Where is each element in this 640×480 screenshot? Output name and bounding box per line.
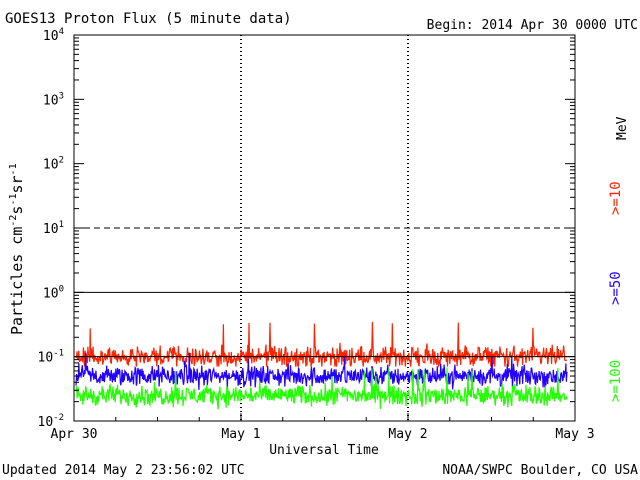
y-unit-exp-2: -1 [8,194,19,206]
x-tick-label: May 3 [555,427,594,442]
y-tick-label: 10-1 [38,349,65,366]
series-line-1 [75,352,568,390]
y-tick-label: 10-2 [38,413,65,430]
y-tick-label: 104 [43,27,64,44]
y-axis-label-text: Particles cm [8,227,26,335]
begin-label: Begin: 2014 Apr 30 0000 UTC [427,18,638,33]
plot-frame [73,34,576,422]
y-unit-s: s [8,206,26,215]
series-layer [75,321,568,410]
legend: >=100 >=50 >=10 MeV [608,116,630,402]
y-unit-exp-3: -1 [8,163,19,175]
x-tick-label: May 2 [388,427,427,442]
series-line-0 [75,321,568,368]
legend-series-label: >=10 [608,181,624,215]
y-axis-label: Particles cm-2s-1sr-1 [8,163,26,335]
x-axis-ticks: Apr 30 May 1 May 2 May 3 [51,413,595,442]
x-tick-label: May 1 [221,427,260,442]
x-tick-label: Apr 30 [51,427,98,442]
y-tick-label: 100 [43,284,64,301]
legend-series-label: >=100 [608,360,624,402]
source-credit: NOAA/SWPC Boulder, CO USA [442,463,638,478]
y-tick-label: 103 [43,91,64,108]
updated-timestamp: Updated 2014 May 2 23:56:02 UTC [2,463,245,478]
svg-text:Particles cm-2s-1sr-1: Particles cm-2s-1sr-1 [8,163,26,335]
legend-series-label: >=50 [608,271,624,305]
legend-unit-label: MeV [615,116,630,140]
y-tick-label: 102 [43,156,64,173]
chart-title: GOES13 Proton Flux (5 minute data) [5,11,292,27]
y-tick-label: 101 [43,220,64,237]
x-axis-label: Universal Time [269,443,379,458]
series-line-2 [75,367,568,410]
y-unit-exp-1: -2 [8,215,19,227]
y-axis-ticks: 10-2 10-1 100 101 102 103 104 [38,27,575,430]
y-unit-sr: sr [8,175,26,193]
threshold-lines [74,227,575,358]
